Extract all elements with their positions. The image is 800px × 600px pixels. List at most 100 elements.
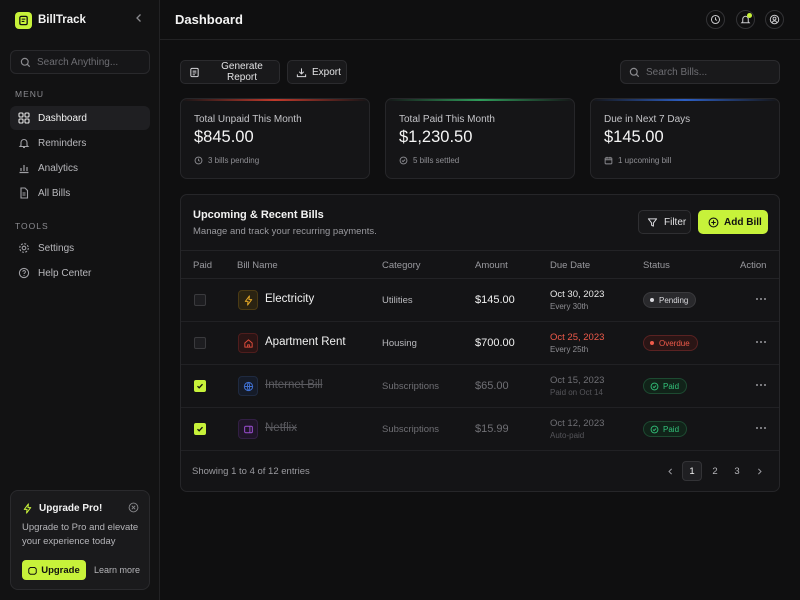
status-badge: Pending [643, 292, 697, 308]
add-bill-button[interactable]: Add Bill [698, 210, 768, 234]
more-options-icon[interactable] [755, 338, 767, 346]
paid-checkbox[interactable] [194, 294, 206, 306]
user-avatar-icon[interactable] [765, 10, 784, 29]
plus-circle-icon [708, 217, 719, 228]
status-badge: Paid [643, 378, 688, 394]
bill-amount: $700.00 [475, 337, 515, 349]
close-icon[interactable] [128, 502, 139, 513]
page-button-3[interactable]: 3 [734, 465, 740, 477]
export-label: Export [312, 66, 341, 78]
bill-category: Housing [382, 338, 417, 349]
stat-card-due-soon: Due in Next 7 Days $145.00 1 upcoming bi… [590, 98, 780, 179]
column-header-paid[interactable]: Paid [193, 260, 213, 271]
due-recurrence: Auto-paid [550, 431, 585, 440]
more-options-icon[interactable] [755, 424, 767, 432]
status-dot [650, 341, 654, 345]
due-date: Oct 12, 2023 [550, 418, 605, 429]
due-date: Oct 25, 2023 [550, 332, 605, 343]
sidebar-item-analytics[interactable]: Analytics [10, 156, 150, 180]
sidebar-item-label: Analytics [38, 162, 79, 174]
status-text: Paid [663, 381, 680, 391]
table-row[interactable]: Netflix Subscriptions $15.99 Oct 12, 202… [181, 408, 779, 451]
sidebar-item-settings[interactable]: Settings [10, 236, 150, 260]
stat-footnote: 3 bills pending [194, 156, 259, 165]
sidebar-item-dashboard[interactable]: Dashboard [10, 106, 150, 130]
column-header-due-date[interactable]: Due Date [550, 260, 591, 271]
page-button-1[interactable]: 1 [682, 461, 702, 481]
paid-checkbox[interactable] [194, 337, 206, 349]
sidebar-item-help-center[interactable]: Help Center [10, 261, 150, 285]
learn-more-link[interactable]: Learn more [94, 565, 141, 575]
stat-card-paid: Total Paid This Month $1,230.50 5 bills … [385, 98, 575, 179]
sidebar-item-all-bills[interactable]: All Bills [10, 181, 150, 205]
page-button-2[interactable]: 2 [712, 465, 718, 477]
paid-checkbox[interactable] [194, 423, 206, 435]
panel-title: Upcoming & Recent Bills [193, 209, 324, 221]
gear-icon [18, 242, 30, 254]
sidebar-item-label: All Bills [38, 187, 71, 199]
column-header-bill-name[interactable]: Bill Name [237, 260, 278, 271]
check-circle-icon [399, 156, 408, 165]
column-header-status[interactable]: Status [643, 260, 670, 271]
status-text: Pending [659, 295, 689, 305]
paid-checkbox[interactable] [194, 380, 206, 392]
column-header-action: Action [740, 260, 767, 271]
due-recurrence: Every 25th [550, 345, 589, 354]
lightning-icon [238, 290, 258, 310]
filter-label: Filter [664, 216, 687, 228]
stat-label: Total Paid This Month [399, 114, 495, 125]
table-row[interactable]: Electricity Utilities $145.00 Oct 30, 20… [181, 279, 779, 322]
chart-icon [18, 162, 30, 174]
stat-card-unpaid: Total Unpaid This Month $845.00 3 bills … [180, 98, 370, 179]
notification-icon[interactable] [736, 10, 755, 29]
stat-footnote: 1 upcoming bill [604, 156, 671, 165]
app-name: BillTrack [38, 14, 86, 26]
table-row[interactable]: Internet Bill Subscriptions $65.00 Oct 1… [181, 365, 779, 408]
more-options-icon[interactable] [755, 295, 767, 303]
stat-label: Due in Next 7 Days [604, 114, 691, 125]
bill-search[interactable] [620, 60, 780, 84]
status-badge: Overdue [643, 335, 698, 351]
tools-section-label: TOOLS [15, 221, 49, 231]
bill-search-input[interactable] [646, 66, 770, 78]
sidebar-search-input[interactable] [37, 56, 145, 68]
bill-name: Electricity [265, 293, 315, 305]
upgrade-button[interactable]: Upgrade [22, 560, 86, 580]
check-circle-icon [650, 425, 659, 434]
bill-amount: $15.99 [475, 423, 509, 435]
filter-button[interactable]: Filter [638, 210, 691, 234]
table-row[interactable]: Apartment Rent Housing $700.00 Oct 25, 2… [181, 322, 779, 365]
upgrade-button-label: Upgrade [41, 564, 80, 576]
bill-amount: $145.00 [475, 294, 515, 306]
stat-value: $1,230.50 [399, 128, 473, 146]
due-recurrence: Every 30th [550, 302, 589, 311]
next-page-button[interactable] [749, 461, 769, 481]
globe-icon [238, 376, 258, 396]
bill-name: Netflix [265, 422, 297, 434]
pagination-summary: Showing 1 to 4 of 12 entries [192, 466, 310, 477]
home-icon [238, 333, 258, 353]
card-accent [386, 99, 574, 101]
table-header: Paid Bill Name Category Amount Due Date … [181, 250, 779, 279]
search-icon [20, 57, 31, 68]
sidebar-item-reminders[interactable]: Reminders [10, 131, 150, 155]
generate-report-button[interactable]: Generate Report [180, 60, 280, 84]
help-icon [18, 267, 30, 279]
collapse-sidebar-icon[interactable] [133, 12, 145, 24]
column-header-category[interactable]: Category [382, 260, 421, 271]
bill-category: Utilities [382, 295, 413, 306]
bill-amount: $65.00 [475, 380, 509, 392]
sidebar-search[interactable] [10, 50, 150, 74]
prev-page-button[interactable] [660, 461, 680, 481]
check-circle-icon [650, 382, 659, 391]
add-bill-label: Add Bill [724, 216, 762, 228]
status-text: Overdue [659, 338, 690, 348]
notification-dot [747, 13, 752, 18]
clock-icon[interactable] [706, 10, 725, 29]
brand[interactable]: BillTrack [15, 11, 86, 29]
bill-name: Apartment Rent [265, 336, 346, 348]
more-options-icon[interactable] [755, 381, 767, 389]
filter-icon [647, 217, 658, 228]
export-button[interactable]: Export [287, 60, 347, 84]
column-header-amount[interactable]: Amount [475, 260, 508, 271]
